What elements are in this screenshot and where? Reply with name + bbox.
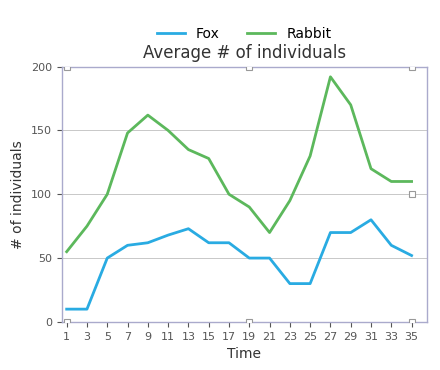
Fox	[328, 230, 333, 235]
X-axis label: Time: Time	[227, 347, 261, 361]
Rabbit	[328, 75, 333, 79]
Rabbit	[125, 131, 130, 135]
Rabbit	[206, 156, 211, 161]
Fox	[206, 240, 211, 245]
Rabbit	[389, 179, 394, 184]
Fox	[165, 233, 171, 237]
Rabbit	[287, 198, 293, 203]
Fox	[247, 256, 252, 260]
Rabbit	[226, 192, 231, 196]
Fox	[348, 230, 353, 235]
Line: Rabbit: Rabbit	[67, 77, 411, 252]
Rabbit	[64, 249, 70, 254]
Rabbit	[145, 113, 150, 117]
Fox	[409, 253, 414, 258]
Fox	[125, 243, 130, 248]
Rabbit	[368, 166, 374, 171]
Fox	[368, 218, 374, 222]
Fox	[105, 256, 110, 260]
Rabbit	[267, 230, 272, 235]
Fox	[186, 226, 191, 231]
Legend: Fox, Rabbit: Fox, Rabbit	[151, 21, 337, 46]
Rabbit	[247, 205, 252, 209]
Fox	[389, 243, 394, 248]
Rabbit	[348, 102, 353, 107]
Y-axis label: # of individuals: # of individuals	[11, 140, 25, 249]
Rabbit	[84, 224, 90, 228]
Fox	[64, 307, 70, 312]
Line: Fox: Fox	[67, 220, 411, 309]
Rabbit	[308, 154, 313, 158]
Fox	[226, 240, 231, 245]
Fox	[308, 281, 313, 286]
Fox	[267, 256, 272, 260]
Title: Average # of individuals: Average # of individuals	[143, 44, 346, 62]
Fox	[145, 240, 150, 245]
Rabbit	[409, 179, 414, 184]
Fox	[287, 281, 293, 286]
Rabbit	[165, 128, 171, 133]
Rabbit	[105, 192, 110, 196]
Fox	[84, 307, 90, 312]
Rabbit	[186, 147, 191, 152]
